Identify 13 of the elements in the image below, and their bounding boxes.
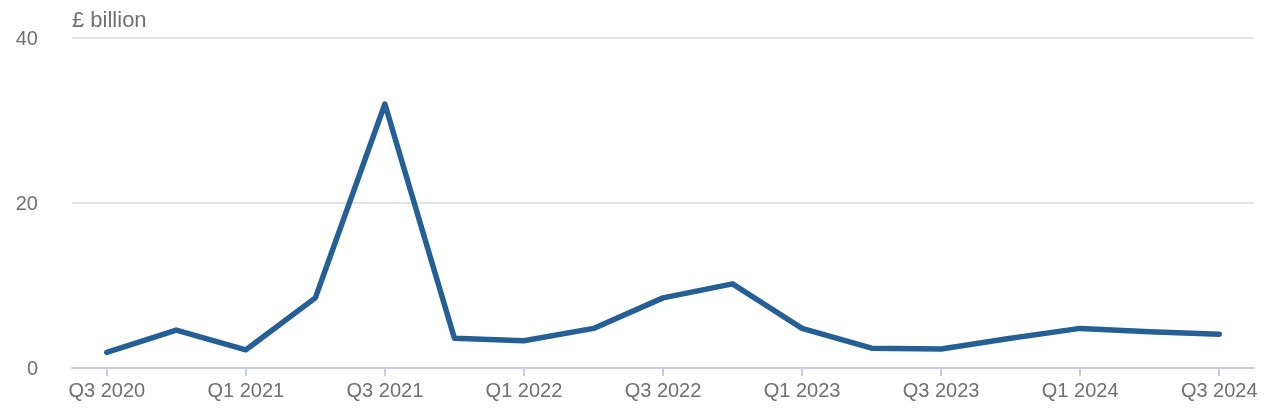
- y-axis-title: £ billion: [72, 6, 147, 32]
- y-tick-label: 40: [15, 27, 38, 49]
- x-tick-label: Q3 2021: [346, 379, 424, 401]
- x-tick-label: Q3 2024: [1180, 379, 1258, 401]
- x-tick-label: Q3 2020: [68, 379, 146, 401]
- x-tick-label: Q1 2024: [1041, 379, 1119, 401]
- y-tick-label: 0: [26, 357, 38, 379]
- y-tick-label: 20: [15, 192, 38, 214]
- x-tick-label: Q1 2022: [485, 379, 563, 401]
- x-tick-label: Q3 2022: [624, 379, 702, 401]
- x-tick-label: Q3 2023: [902, 379, 980, 401]
- x-tick-label: Q1 2023: [763, 379, 841, 401]
- x-tick-label: Q1 2021: [207, 379, 285, 401]
